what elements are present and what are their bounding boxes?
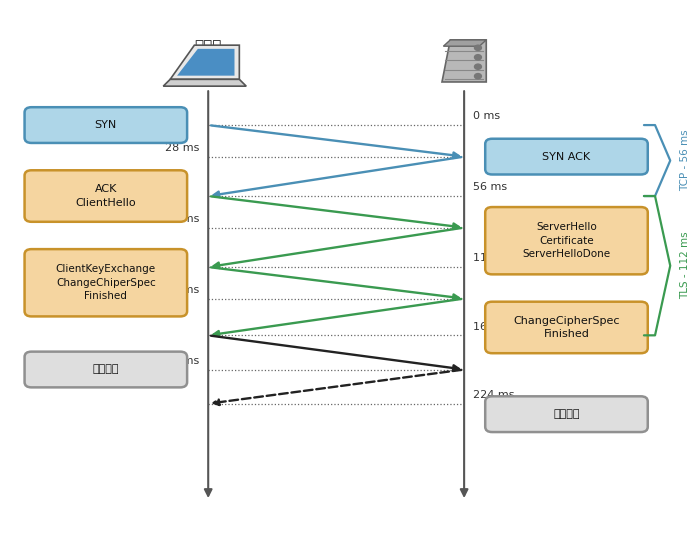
Text: 0 ms: 0 ms [473,112,500,121]
Text: 224 ms: 224 ms [473,390,514,400]
FancyBboxPatch shape [25,170,187,222]
FancyBboxPatch shape [25,107,187,143]
Text: 发送端: 发送端 [195,39,222,54]
Text: 140 ms: 140 ms [158,285,200,295]
Text: TCP - 56 ms: TCP - 56 ms [680,130,690,191]
Text: 196 ms: 196 ms [158,356,200,366]
Text: ChangeCipherSpec
Finished: ChangeCipherSpec Finished [513,316,620,339]
Text: TLS - 112 ms: TLS - 112 ms [680,232,690,300]
Circle shape [475,64,482,69]
Polygon shape [170,45,239,80]
Polygon shape [177,49,234,76]
Text: 应用数据: 应用数据 [553,409,580,419]
Text: 84 ms: 84 ms [164,214,200,224]
Text: 112 ms: 112 ms [473,253,514,263]
Text: SYN ACK: SYN ACK [542,152,591,162]
Polygon shape [163,80,246,86]
FancyBboxPatch shape [485,396,648,432]
Polygon shape [443,40,486,46]
Text: ServerHello
Certificate
ServerHelloDone: ServerHello Certificate ServerHelloDone [522,222,610,260]
Polygon shape [442,40,486,82]
Circle shape [475,74,482,79]
FancyBboxPatch shape [485,139,648,175]
Text: 应用数据: 应用数据 [92,365,119,374]
Text: 28 ms: 28 ms [164,143,200,153]
Text: ClientKeyExchange
ChangeChiperSpec
Finished: ClientKeyExchange ChangeChiperSpec Finis… [56,264,156,301]
Text: SYN: SYN [94,120,117,130]
Text: 168 ms: 168 ms [473,321,514,332]
FancyBboxPatch shape [25,249,187,317]
Text: 56 ms: 56 ms [473,182,508,192]
Text: ACK
ClientHello: ACK ClientHello [76,184,136,208]
Circle shape [475,45,482,50]
FancyBboxPatch shape [25,351,187,387]
Text: 接收端: 接收端 [450,39,478,54]
FancyBboxPatch shape [485,207,648,274]
Circle shape [475,54,482,60]
FancyBboxPatch shape [485,302,648,353]
